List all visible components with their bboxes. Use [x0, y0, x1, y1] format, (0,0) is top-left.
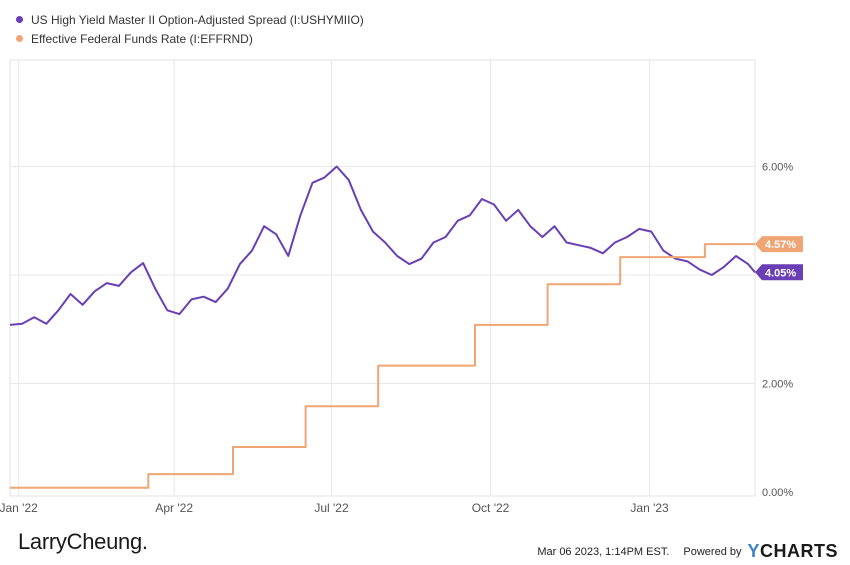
- x-tick-label: Apr '22: [155, 501, 193, 515]
- plot-frame: [9, 59, 756, 497]
- ycharts-logo[interactable]: YCHARTS: [747, 541, 838, 562]
- end-label-fed-funds-bg: [755, 236, 803, 253]
- legend-label-fed-funds: Effective Federal Funds Rate (I:EFFRND): [31, 31, 253, 46]
- series-lines: [9, 165, 756, 489]
- y-tick-label: 0.00%: [762, 487, 793, 499]
- x-tick-label: Oct '22: [472, 501, 510, 515]
- legend-item-fed-funds[interactable]: Effective Federal Funds Rate (I:EFFRND): [16, 29, 364, 48]
- end-value-labels: 4.57% 4.05%: [755, 236, 803, 281]
- end-label-fed-funds: 4.57%: [755, 236, 803, 253]
- ycharts-logo-text: CHARTS: [760, 541, 838, 561]
- series-line-spread: [9, 165, 756, 326]
- y-tick-label: 2.00%: [762, 379, 793, 391]
- legend: US High Yield Master II Option-Adjusted …: [16, 10, 364, 48]
- end-label-spread: 4.05%: [755, 264, 803, 281]
- end-label-fed-funds-text: 4.57%: [765, 239, 796, 251]
- x-tick-label: Jan '23: [630, 501, 669, 515]
- timestamp: Mar 06 2023, 1:14PM EST.: [537, 545, 670, 558]
- brand-logo: LarryCheung.: [18, 529, 148, 554]
- end-label-spread-text: 4.05%: [765, 267, 796, 279]
- legend-dot-spread: [16, 16, 23, 23]
- powered-by-text: Powered by: [683, 545, 742, 558]
- x-tick-label: Jan '22: [0, 501, 38, 515]
- series-line-fed-funds: [10, 243, 755, 489]
- end-label-spread-bg: [755, 264, 803, 281]
- y-axis-ticks: 0.00% 2.00% 6.00%: [762, 162, 793, 500]
- ycharts-logo-y: Y: [747, 541, 760, 561]
- x-axis-ticks: Jan '22 Apr '22 Jul '22 Oct '22 Jan '23: [0, 501, 669, 515]
- footer: Mar 06 2023, 1:14PM EST. Powered by YCHA…: [537, 541, 838, 562]
- legend-label-spread: US High Yield Master II Option-Adjusted …: [31, 12, 364, 27]
- legend-item-spread[interactable]: US High Yield Master II Option-Adjusted …: [16, 10, 364, 29]
- y-tick-label: 6.00%: [762, 162, 793, 174]
- legend-dot-fed-funds: [16, 35, 23, 42]
- x-tick-label: Jul '22: [314, 501, 349, 515]
- grid-lines: [9, 59, 756, 497]
